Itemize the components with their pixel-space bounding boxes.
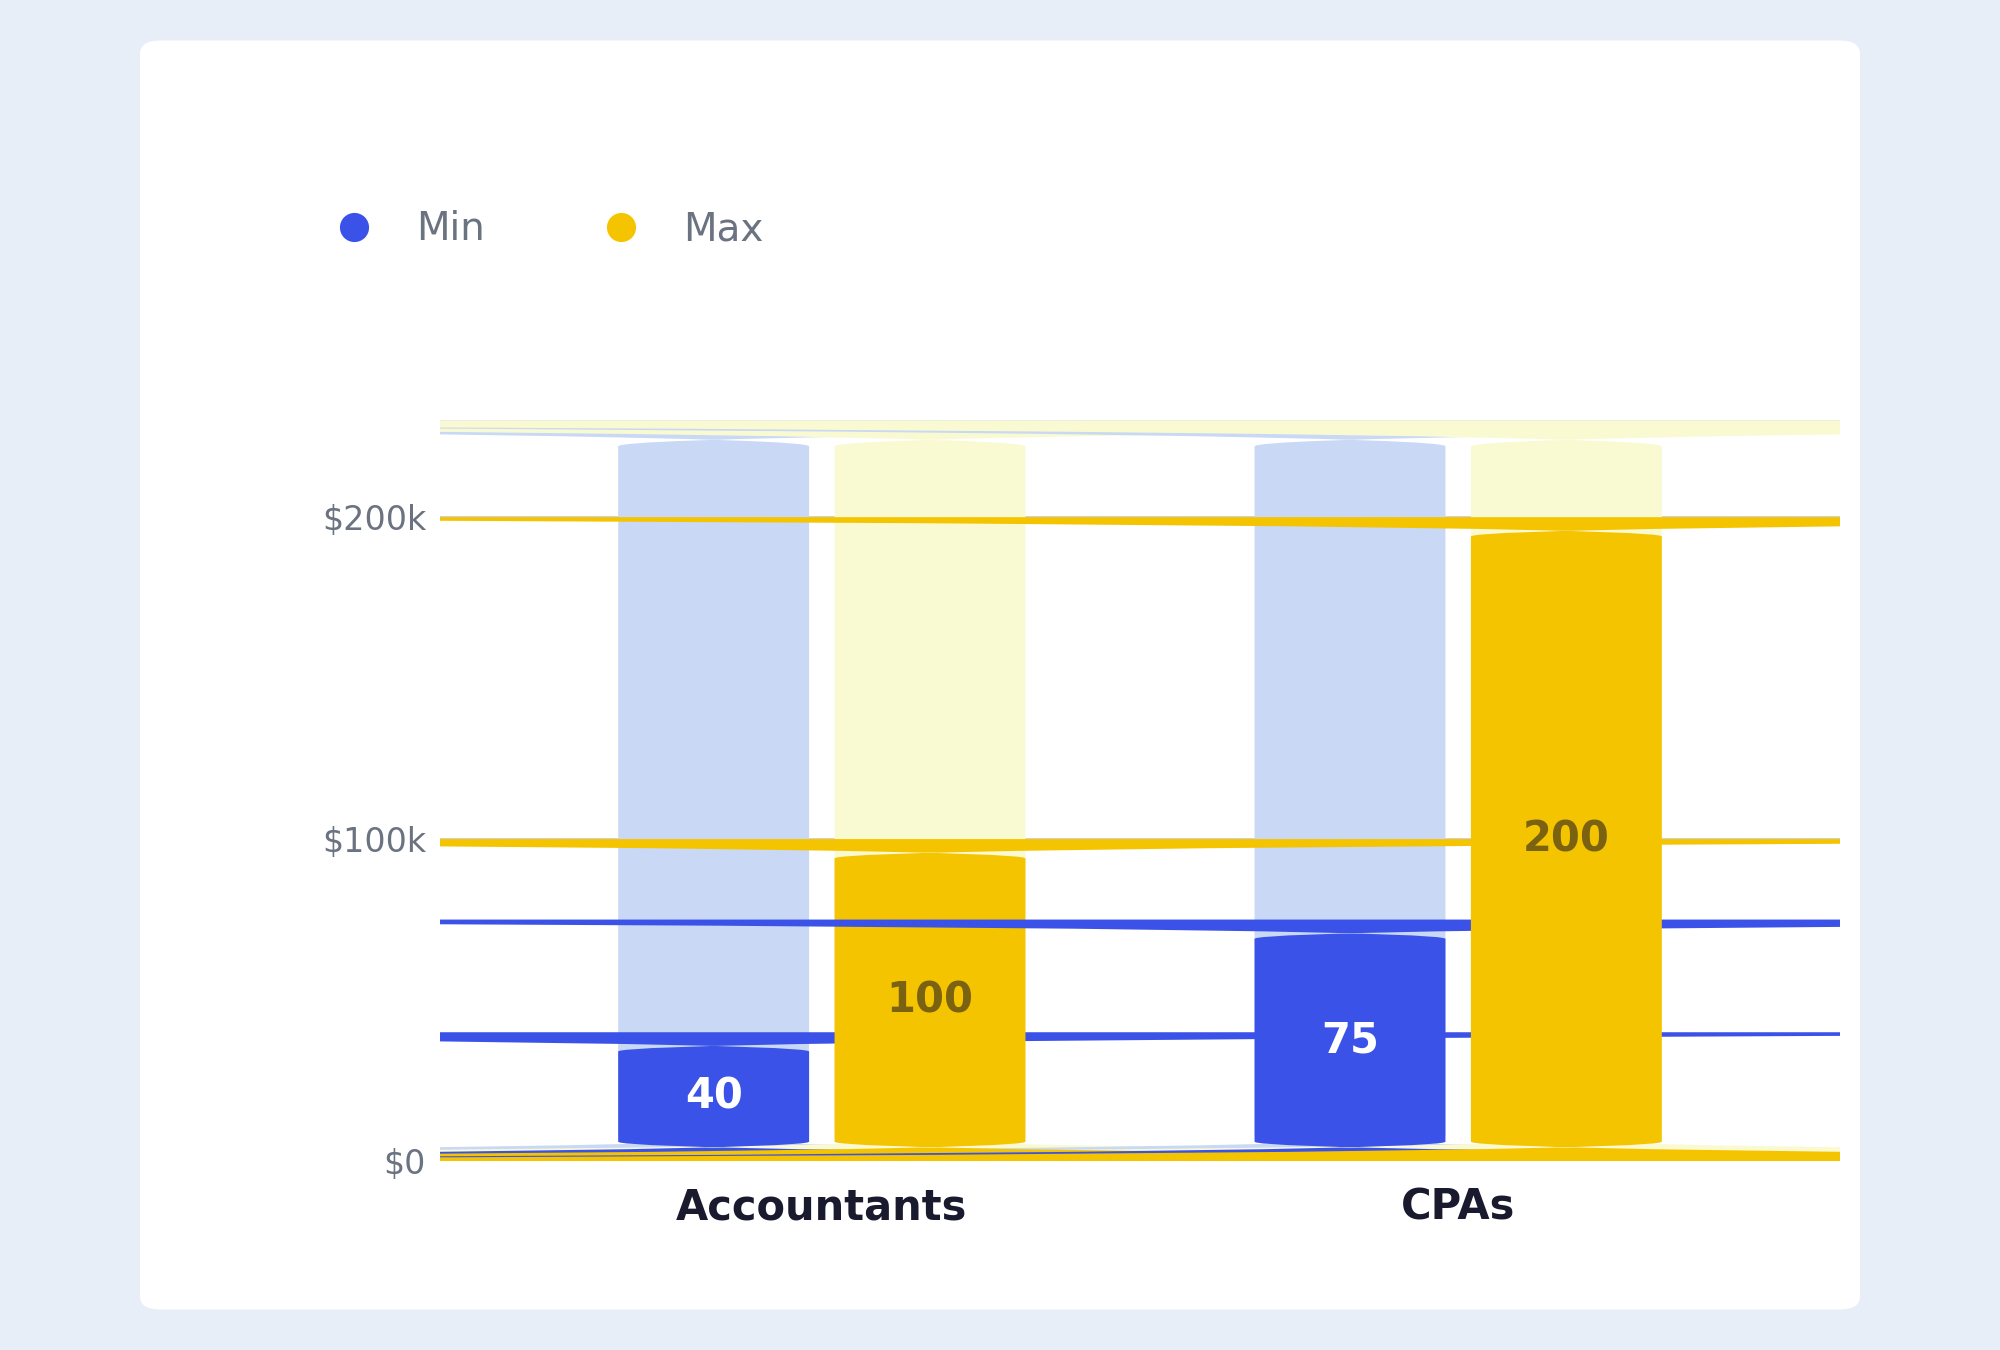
FancyBboxPatch shape bbox=[0, 421, 2000, 1161]
FancyBboxPatch shape bbox=[0, 421, 2000, 1161]
FancyBboxPatch shape bbox=[140, 40, 1860, 1310]
FancyBboxPatch shape bbox=[0, 919, 2000, 1161]
FancyBboxPatch shape bbox=[0, 421, 2000, 1161]
FancyBboxPatch shape bbox=[0, 517, 2000, 1161]
FancyBboxPatch shape bbox=[0, 840, 2000, 1161]
FancyBboxPatch shape bbox=[0, 1033, 2000, 1161]
FancyBboxPatch shape bbox=[0, 421, 2000, 1161]
Text: 40: 40 bbox=[684, 1076, 742, 1118]
Legend: Min, Max: Min, Max bbox=[300, 194, 780, 265]
Text: 200: 200 bbox=[1522, 818, 1610, 860]
Text: 75: 75 bbox=[1322, 1019, 1378, 1061]
Text: 100: 100 bbox=[886, 979, 974, 1021]
